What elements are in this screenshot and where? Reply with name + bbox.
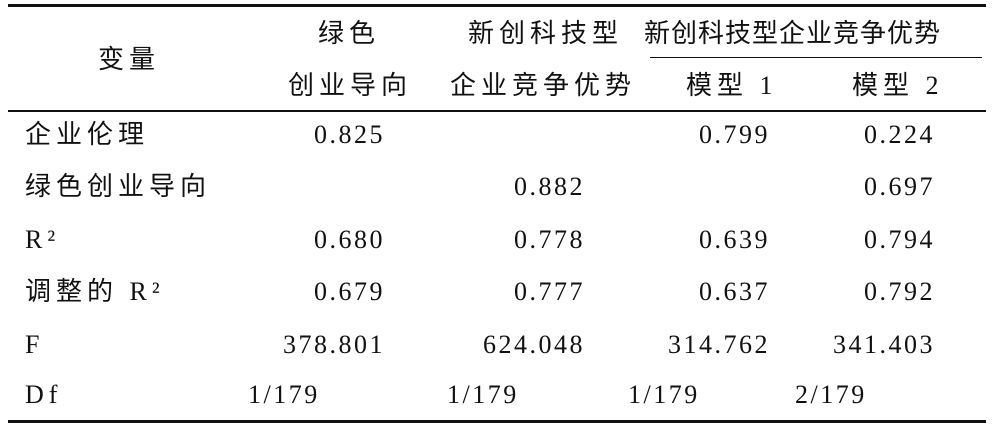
cell-value: 314.762 [668,330,770,359]
bottom-rule [8,420,986,423]
header-col1-line2: 创业导向 [288,71,413,100]
cell-value: 0.680 [314,225,385,254]
header-col2-line1: 新创科技型 [468,19,624,48]
cell-value: 0.637 [699,277,770,306]
cell-value: 624.048 [483,330,585,359]
header-rule [8,110,986,112]
cell-value: 0.679 [314,277,385,306]
row-label: F [25,330,45,359]
row-label: 企业伦理 [25,120,150,149]
header-variable: 变量 [98,45,161,74]
cell-value: 0.224 [864,120,935,149]
cell-value: 0.794 [864,225,935,254]
header-col1-line1: 绿色 [318,19,381,48]
cell-value: 0.639 [699,225,770,254]
cell-value: 0.777 [514,277,585,306]
header-group: 新创科技型企业竞争优势 [644,19,942,48]
cell-value: 0.799 [699,120,770,149]
row-label: Df [25,380,63,409]
top-rule [8,4,986,7]
cell-value: 0.778 [514,225,585,254]
cell-value: 2/179 [795,380,867,409]
header-model-2: 模型 2 [852,71,944,100]
cell-value: 378.801 [283,330,385,359]
cell-value: 0.697 [864,172,935,201]
cell-value: 0.825 [314,120,385,149]
row-label: R² [25,225,61,254]
header-col2-line2: 企业竞争优势 [450,71,637,100]
cell-value: 1/179 [447,380,519,409]
cell-value: 1/179 [248,380,320,409]
row-label: 绿色创业导向 [25,172,212,201]
cell-value: 0.882 [514,172,585,201]
header-model-1: 模型 1 [686,71,778,100]
cell-value: 1/179 [628,380,700,409]
group-rule [650,57,982,58]
cell-value: 341.403 [833,330,935,359]
row-label: 调整的 R² [25,277,165,306]
cell-value: 0.792 [864,277,935,306]
